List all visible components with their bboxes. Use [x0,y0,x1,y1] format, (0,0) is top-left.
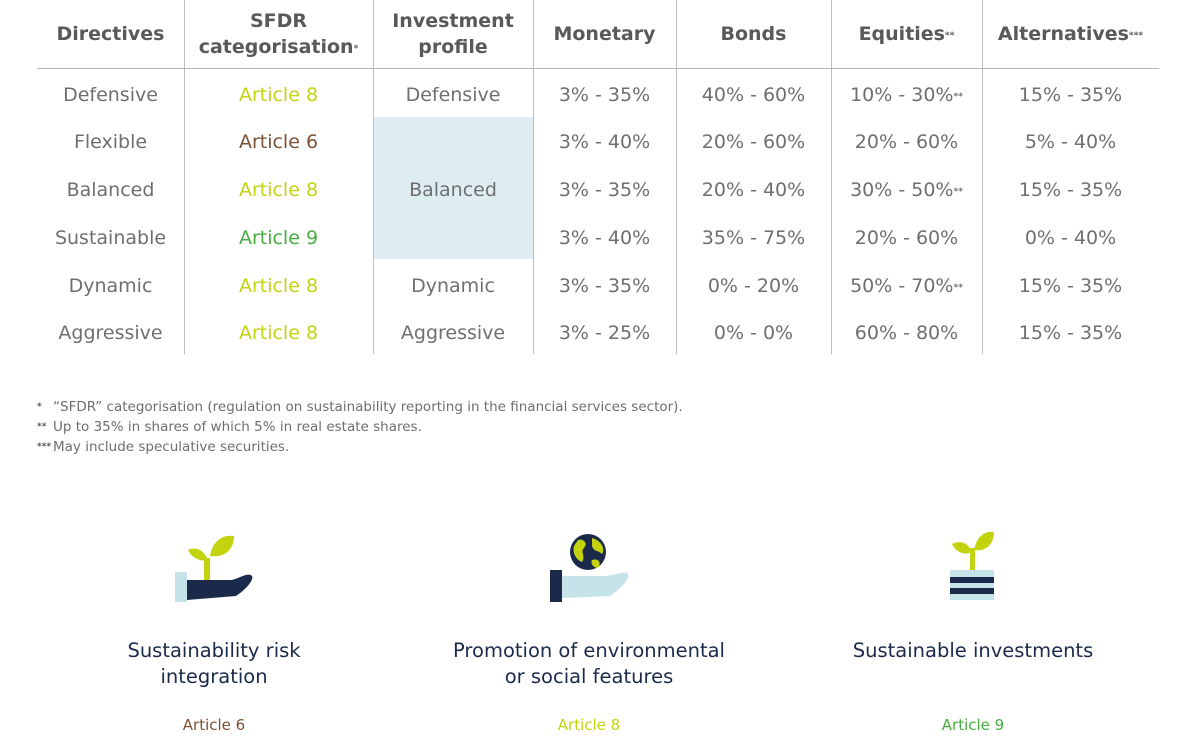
footnote: ** Up to 35% in shares of which 5% in rea… [37,417,683,437]
header-equities: Equities** [858,23,955,45]
cell-directive: Aggressive [58,321,163,344]
card-title: Promotion of environmental or social fea… [453,639,725,688]
cell-profile: Balanced [409,178,497,201]
footnotes: * “SFDR” categorisation (regulation on su… [37,397,683,457]
plant-on-stack-icon [950,531,994,600]
cell-alternatives: 15% - 35% [1018,321,1123,344]
cell-sfdr: Article 8 [238,274,319,297]
footnote-mark: * [353,44,359,54]
cell-alternatives: 15% - 35% [1018,83,1123,106]
cell-alternatives: 0% - 40% [1024,226,1117,249]
card-promotion: Promotion of environmental or social fea… [424,530,754,740]
footnote-mark: *** [1128,31,1144,41]
cell-sfdr: Article 9 [238,226,319,249]
card-article: Article 6 [182,716,246,734]
cell-bonds: 40% - 60% [701,83,806,106]
footnote-text: “SFDR” categorisation (regulation on sus… [53,399,683,415]
footnote-text: May include speculative securities. [53,439,290,455]
cell-equities: 20% - 60% [854,130,959,153]
cell-alternatives: 15% - 35% [1018,274,1123,297]
col-bonds [676,0,832,354]
cell-directive: Sustainable [54,226,167,249]
cell-equities: 30% - 50% ** [850,178,963,201]
card-article: Article 9 [941,716,1005,734]
card-sustainable-investments: Sustainable investments Article 9 [828,530,1118,740]
footnote-mark: ** [953,186,963,197]
footnote-mark: * [37,402,42,412]
col-alternatives [982,0,1160,354]
header-bonds: Bonds [720,23,787,45]
cell-bonds: 0% - 20% [707,274,800,297]
card-title: Sustainable investments [852,639,1094,662]
cell-equities: 50% - 70% ** [850,274,963,297]
cell-monetary: 3% - 35% [558,83,651,106]
col-sfdr [184,0,374,354]
cell-sfdr: Article 8 [238,321,319,344]
footnote: * “SFDR” categorisation (regulation on su… [37,397,683,417]
cell-sfdr: Article 8 [238,83,319,106]
cell-alternatives: 15% - 35% [1018,178,1123,201]
footnote-mark: ** [945,31,955,41]
card-sustainability-risk: Sustainability risk integration Article … [84,530,344,740]
cell-bonds: 0% - 0% [713,321,794,344]
cell-equities: 10% - 30% ** [850,83,963,106]
cell-sfdr: Article 8 [238,178,319,201]
allocation-table: Directives SFDR categorisation* Investmen… [37,0,1159,354]
footnote-mark: *** [37,442,52,452]
cell-equities: 20% - 60% [854,226,959,249]
header-divider [37,68,1159,69]
cell-monetary: 3% - 35% [558,274,651,297]
cell-sfdr: Article 6 [238,130,319,153]
col-equities [831,0,983,354]
globe-in-hand-icon [550,534,629,602]
plant-in-hand-icon [175,535,253,602]
balanced-profile-highlight [374,117,533,259]
cell-alternatives: 5% - 40% [1024,130,1117,153]
header-directives: Directives [56,23,165,45]
cell-bonds: 35% - 75% [701,226,806,249]
cell-equities: 60% - 80% [854,321,959,344]
footnote-mark: ** [953,282,963,293]
header-alternatives: Alternatives*** [997,23,1144,45]
footnote-mark: ** [953,91,963,102]
cell-profile: Aggressive [400,321,506,344]
cell-directive: Defensive [63,83,158,106]
footnote-mark: ** [37,422,47,432]
col-monetary [533,0,677,354]
cell-monetary: 3% - 25% [558,321,651,344]
cell-directive: Balanced [66,178,155,201]
cell-monetary: 3% - 40% [558,226,651,249]
col-profile [373,0,534,354]
header-monetary: Monetary [553,23,656,45]
cell-profile: Defensive [405,83,501,106]
cell-bonds: 20% - 60% [701,130,806,153]
header-investment-profile: Investment profile [392,10,514,58]
cell-monetary: 3% - 35% [558,178,651,201]
cell-monetary: 3% - 40% [558,130,651,153]
header-sfdr: SFDR categorisation* [198,10,359,58]
card-title: Sustainability risk integration [127,639,301,688]
footnote-text: Up to 35% in shares of which 5% in real … [53,419,422,435]
footnote: *** May include speculative securities. [37,437,683,457]
cell-bonds: 20% - 40% [701,178,806,201]
cell-directive: Dynamic [68,274,153,297]
cell-profile: Dynamic [411,274,495,297]
cell-directive: Flexible [73,130,148,153]
card-article: Article 8 [557,716,621,734]
